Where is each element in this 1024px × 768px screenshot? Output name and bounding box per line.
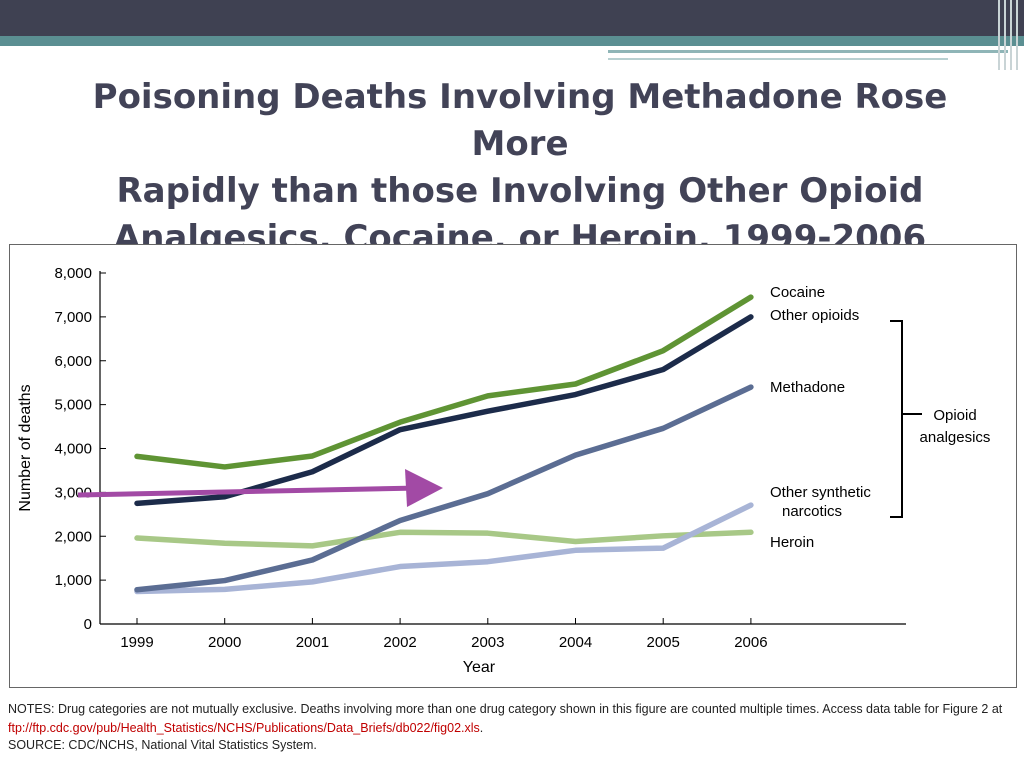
group-label: Opioid analgesics bbox=[920, 407, 991, 446]
notes-suffix: . bbox=[479, 721, 484, 735]
series-label: Other opioids bbox=[770, 307, 859, 324]
x-tick-label: 2003 bbox=[471, 634, 504, 651]
data-table-link[interactable]: ftp://ftp.cdc.gov/pub/Health_Statistics/… bbox=[8, 721, 480, 735]
series-line-heroin bbox=[134, 529, 754, 549]
header-band bbox=[0, 0, 1024, 36]
opioid-bracket bbox=[890, 320, 903, 518]
line-chart: 01,0002,0003,0004,0005,0006,0007,0008,00… bbox=[17, 265, 991, 676]
notes-text: NOTES: Drug categories are not mutually … bbox=[8, 700, 1008, 738]
accent-line bbox=[608, 50, 1008, 53]
x-tick-label: 1999 bbox=[120, 634, 153, 651]
edge-decoration bbox=[994, 0, 1024, 70]
series-label: Other synthetic narcotics bbox=[770, 484, 871, 520]
source-text: SOURCE: CDC/NCHS, National Vital Statist… bbox=[8, 738, 317, 752]
x-tick-label: 2006 bbox=[734, 634, 767, 651]
y-tick-label: 8,000 bbox=[54, 265, 92, 282]
y-tick-label: 6,000 bbox=[54, 353, 92, 370]
y-tick-label: 2,000 bbox=[54, 528, 92, 545]
y-tick-label: 0 bbox=[84, 616, 92, 633]
y-tick-label: 1,000 bbox=[54, 572, 92, 589]
slide-title: Poisoning Deaths Involving Methadone Ros… bbox=[92, 77, 948, 258]
series-line-methadone bbox=[134, 384, 754, 593]
y-tick-label: 7,000 bbox=[54, 309, 92, 326]
series-label: Heroin bbox=[770, 534, 814, 551]
series-label: Cocaine bbox=[770, 284, 825, 301]
x-tick-label: 2001 bbox=[296, 634, 329, 651]
x-tick-label: 2000 bbox=[208, 634, 241, 651]
y-tick-label: 5,000 bbox=[54, 397, 92, 414]
notes-prefix: NOTES: Drug categories are not mutually … bbox=[8, 702, 1003, 716]
annotation-arrow-head bbox=[405, 469, 443, 507]
x-tick-label: 2002 bbox=[383, 634, 416, 651]
y-axis-title: Number of deaths bbox=[17, 384, 34, 511]
annotation-arrow-shaft bbox=[77, 485, 421, 498]
accent-band bbox=[0, 36, 1024, 46]
x-axis-title: Year bbox=[463, 659, 496, 676]
accent-line-2 bbox=[608, 58, 948, 60]
x-tick-label: 2004 bbox=[559, 634, 592, 651]
chart-frame: 0 1,000 2,000 3,000 4,000 5,000 6,000 7,000 8,00… bbox=[9, 244, 1017, 688]
x-tick-label: 2005 bbox=[647, 634, 680, 651]
series-line-other-synthetic-narcotics bbox=[134, 502, 754, 595]
y-tick-label: 4,000 bbox=[54, 441, 92, 458]
series-label: Methadone bbox=[770, 379, 845, 396]
series-line-cocaine bbox=[134, 294, 754, 470]
